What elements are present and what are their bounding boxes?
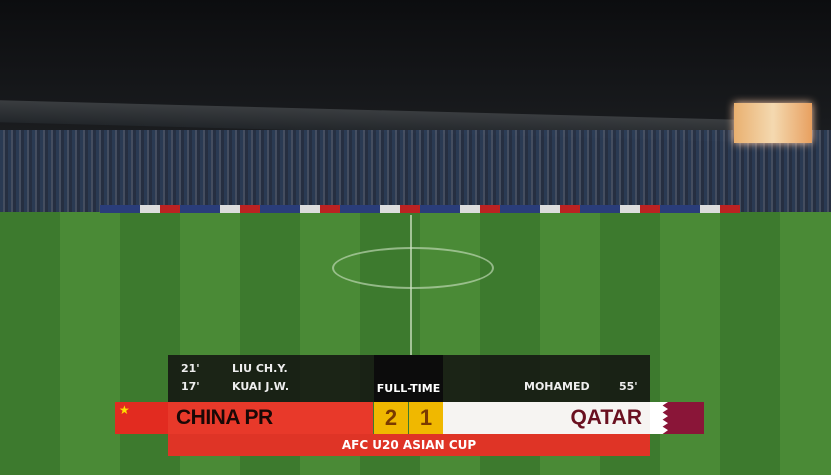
away-scorer-minute: 55' [619, 380, 638, 393]
away-score: 1 [409, 402, 443, 434]
qatar-flag-icon [650, 402, 704, 434]
competition-name: AFC U20 ASIAN CUP [341, 438, 477, 452]
away-team-name: QATAR [443, 402, 650, 434]
competition-banner: AFC U20 ASIAN CUP [168, 434, 650, 456]
advertising-boards [100, 205, 740, 213]
away-scorer-name: MOHAMED [524, 380, 590, 393]
home-scorer-name: KUAI J.W. [232, 380, 290, 393]
stadium-video-screen [734, 103, 812, 143]
crowd-stands [0, 130, 831, 212]
home-team-name: CHINA PR [168, 402, 373, 434]
center-circle [332, 247, 494, 289]
away-team-label: QATAR [570, 406, 642, 429]
home-scorer-minute: 21' [181, 362, 200, 375]
home-score: 2 [374, 402, 408, 434]
match-status-text: FULL-TIME [376, 382, 441, 395]
home-team-label: CHINA PR [176, 406, 273, 429]
home-scorer-name: LIU CH.Y. [232, 362, 288, 375]
match-status: FULL-TIME [374, 355, 443, 402]
home-scorer-minute: 17' [181, 380, 200, 393]
china-flag-icon: ★ [115, 402, 168, 434]
